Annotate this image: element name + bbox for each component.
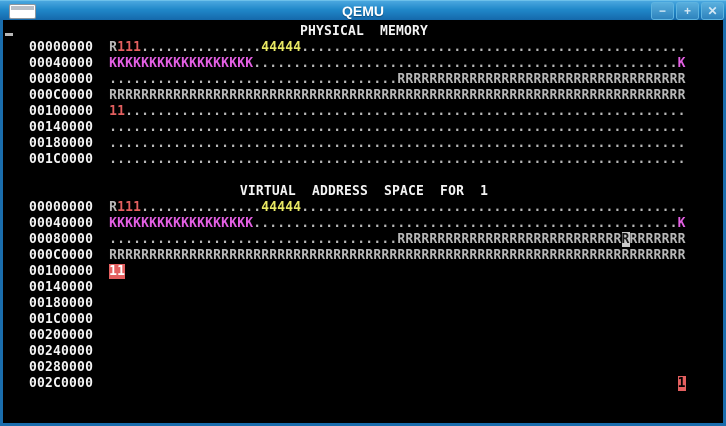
address-label: 00180000 bbox=[5, 136, 110, 151]
map-segment: RRRRRRRRRRRRRRRRRRRRRRRRRRRRRRRRRRRRRRRR… bbox=[109, 248, 686, 263]
map-segment: RRRRRRRRRRRRRRRRRRRRRRRRRRRRRRRRRRRR bbox=[397, 72, 686, 87]
map-segment: R bbox=[109, 40, 118, 55]
address-label: 00100000 bbox=[5, 264, 110, 279]
memory-row: 00180000 ...............................… bbox=[5, 136, 723, 152]
memory-row: 00140000 bbox=[5, 280, 723, 296]
address-label: 001C0000 bbox=[5, 152, 110, 167]
map-segment: R bbox=[621, 232, 630, 247]
memory-row: 00180000 bbox=[5, 296, 723, 312]
address-label: 00100000 bbox=[5, 104, 110, 119]
memory-row: 00100000 11.............................… bbox=[5, 104, 723, 120]
map-segment: ........................................… bbox=[109, 136, 686, 151]
address-label: 00140000 bbox=[5, 120, 110, 135]
memory-row: 00080000 ...............................… bbox=[5, 232, 723, 248]
map-segment: R bbox=[109, 200, 118, 215]
map-segment: RRRRRRRRRRRRRRRRRRRRRRRRRRRRRRRRRRRRRRRR… bbox=[109, 88, 686, 103]
window-icon-titlebar-stripe bbox=[11, 6, 34, 10]
text-cursor bbox=[5, 33, 13, 36]
map-segment: KKKKKKKKKKKKKKKKKK bbox=[109, 216, 254, 231]
address-label: 00180000 bbox=[5, 296, 110, 311]
memory-row: 00240000 bbox=[5, 344, 723, 360]
window-controls: − + ✕ bbox=[651, 2, 724, 20]
memory-row: 000C0000 RRRRRRRRRRRRRRRRRRRRRRRRRRRRRRR… bbox=[5, 248, 723, 264]
memory-row: 001C0000 ...............................… bbox=[5, 152, 723, 168]
map-segment: K bbox=[677, 56, 686, 71]
map-segment: ........................................… bbox=[253, 56, 678, 71]
map-segment: 111 bbox=[117, 40, 142, 55]
blank-line bbox=[5, 408, 723, 423]
memory-row: 00040000 KKKKKKKKKKKKKKKKKK.............… bbox=[5, 216, 723, 232]
window-title: QEMU bbox=[342, 3, 384, 19]
map-segment: ........................................… bbox=[109, 120, 686, 135]
maximize-button[interactable]: + bbox=[676, 2, 699, 20]
map-segment: ........................................… bbox=[253, 216, 678, 231]
map-segment: .................................... bbox=[109, 232, 398, 247]
address-label: 000C0000 bbox=[5, 88, 110, 103]
memory-row: 00000000 R111...............44444.......… bbox=[5, 40, 723, 56]
memory-row: 00000000 R111...............44444.......… bbox=[5, 200, 723, 216]
address-label: 00080000 bbox=[5, 72, 110, 87]
memory-row: 00140000 ...............................… bbox=[5, 120, 723, 136]
memory-row: 00200000 bbox=[5, 328, 723, 344]
address-label: 00000000 bbox=[5, 40, 110, 55]
address-label: 00040000 bbox=[5, 216, 110, 231]
memory-row: 00280000 bbox=[5, 360, 723, 376]
memory-row: 00100000 11 bbox=[5, 264, 723, 280]
blank-line bbox=[5, 168, 723, 184]
map-segment: ........................................… bbox=[109, 152, 686, 167]
map-segment: ........................................… bbox=[301, 40, 686, 55]
section-title: PHYSICAL MEMORY bbox=[299, 24, 429, 39]
map-segment: 11 bbox=[109, 104, 126, 119]
address-label: 00240000 bbox=[5, 344, 110, 359]
map-segment: 44444 bbox=[261, 40, 302, 55]
address-label: 00040000 bbox=[5, 56, 110, 71]
address-label: 00140000 bbox=[5, 280, 110, 295]
map-segment: KKKKKKKKKKKKKKKKKK bbox=[109, 56, 254, 71]
map-segment: ............... bbox=[141, 200, 262, 215]
map-segment bbox=[109, 376, 677, 391]
memory-row: 001C0000 bbox=[5, 312, 723, 328]
minimize-button[interactable]: − bbox=[651, 2, 674, 20]
map-segment: ............... bbox=[141, 40, 262, 55]
map-segment: ........................................… bbox=[301, 200, 686, 215]
map-segment: K bbox=[677, 216, 686, 231]
address-label: 000C0000 bbox=[5, 248, 110, 263]
terminal-screen[interactable]: PHYSICAL MEMORY 00000000 R111...........… bbox=[3, 20, 723, 423]
map-segment: .................................... bbox=[109, 72, 398, 87]
map-segment: RRRRRRR bbox=[629, 232, 686, 247]
address-label: 00080000 bbox=[5, 232, 110, 247]
address-label: 001C0000 bbox=[5, 312, 110, 327]
map-segment: 44444 bbox=[261, 200, 302, 215]
window-menu-icon[interactable] bbox=[9, 4, 36, 19]
close-button[interactable]: ✕ bbox=[701, 2, 724, 20]
title-bar[interactable]: QEMU − + ✕ bbox=[0, 0, 726, 20]
address-label: 002C0000 bbox=[5, 376, 110, 391]
memory-row: 002C0000 1 bbox=[5, 376, 723, 392]
map-segment: 1 bbox=[677, 376, 686, 391]
address-label: 00200000 bbox=[5, 328, 110, 343]
map-segment: RRRRRRRRRRRRRRRRRRRRRRRRRRRR bbox=[397, 232, 622, 247]
memory-row: 00080000 ...............................… bbox=[5, 72, 723, 88]
section-title: VIRTUAL ADDRESS SPACE FOR 1 bbox=[239, 184, 489, 199]
blank-line bbox=[5, 392, 723, 408]
address-label: 00280000 bbox=[5, 360, 110, 375]
map-segment: 11 bbox=[109, 264, 126, 279]
memory-row: 000C0000 RRRRRRRRRRRRRRRRRRRRRRRRRRRRRRR… bbox=[5, 88, 723, 104]
address-label: 00000000 bbox=[5, 200, 110, 215]
map-segment: 111 bbox=[117, 200, 142, 215]
map-segment: ........................................… bbox=[125, 104, 686, 119]
memory-row: 00040000 KKKKKKKKKKKKKKKKKK.............… bbox=[5, 56, 723, 72]
